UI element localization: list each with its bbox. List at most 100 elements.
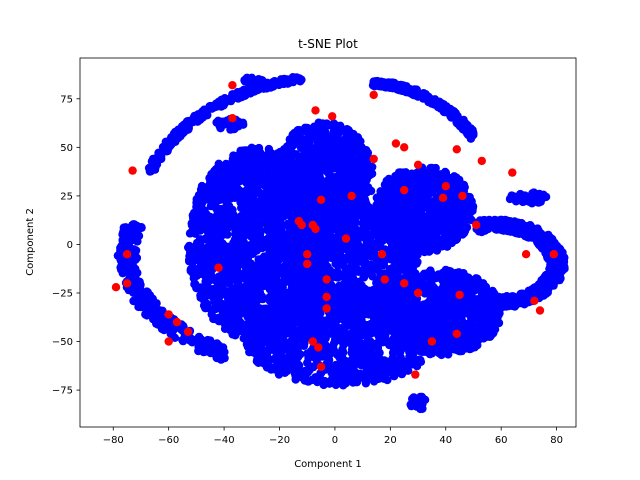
scatter-point-blue (202, 195, 211, 204)
scatter-point-blue (284, 164, 293, 173)
scatter-point-blue (344, 226, 353, 235)
scatter-point-blue (218, 223, 227, 232)
scatter-point-blue (296, 237, 306, 247)
scatter-point-blue (338, 193, 347, 202)
scatter-point-blue (190, 112, 199, 121)
scatter-point-blue (303, 134, 313, 143)
scatter-point-blue (337, 154, 346, 163)
scatter-point-blue (481, 219, 490, 228)
scatter-point-blue (254, 166, 263, 176)
scatter-point-blue (204, 258, 214, 267)
scatter-point-blue (354, 210, 363, 220)
scatter-point-blue (159, 325, 169, 335)
scatter-point-blue (178, 336, 188, 346)
scatter-point-blue (324, 154, 333, 163)
scatter-point-blue (203, 110, 212, 120)
scatter-point-blue (388, 83, 398, 93)
scatter-point-blue (233, 262, 242, 271)
scatter-point-blue (373, 76, 382, 86)
scatter-point-blue (263, 169, 272, 179)
scatter-point-blue (174, 133, 183, 143)
scatter-point-blue (244, 306, 253, 315)
scatter-point-blue (225, 309, 234, 318)
scatter-point-blue (348, 151, 357, 160)
scatter-point-blue (211, 299, 220, 308)
scatter-point-blue (141, 310, 150, 319)
scatter-point-blue (192, 271, 201, 280)
scatter-point-blue (297, 75, 306, 84)
scatter-point-blue (304, 276, 313, 285)
scatter-point-blue (275, 278, 284, 287)
scatter-point-blue (213, 286, 223, 295)
scatter-point-blue (236, 190, 246, 199)
scatter-point-blue (129, 220, 138, 229)
scatter-point-blue (355, 138, 364, 147)
scatter-point-blue (310, 270, 320, 279)
scatter-point-blue (200, 206, 209, 215)
scatter-point-blue (398, 264, 407, 273)
scatter-point-blue (333, 267, 342, 276)
scatter-point-blue (347, 132, 356, 142)
scatter-point-blue (552, 241, 562, 251)
scatter-point-blue (533, 232, 542, 241)
scatter-point-blue (366, 186, 376, 196)
scatter-point-blue (271, 270, 280, 279)
scatter-point-blue (242, 217, 251, 226)
scatter-point-blue (174, 125, 183, 134)
scatter-point-blue (189, 257, 198, 266)
scatter-point-blue (295, 246, 304, 255)
scatter-point-blue (261, 154, 271, 164)
scatter-point-blue (244, 285, 253, 294)
scatter-point-blue (256, 236, 266, 245)
scatter-point-blue (202, 279, 211, 288)
scatter-point-blue (329, 161, 338, 170)
scatter-point-blue (295, 195, 304, 204)
scatter-point-blue (219, 246, 228, 255)
scatter-point-blue (286, 248, 295, 257)
scatter-point-blue (357, 226, 366, 236)
scatter-point-blue (267, 287, 276, 296)
scatter-point-blue (131, 280, 140, 290)
scatter-point-blue (241, 146, 250, 155)
scatter-point-blue (387, 244, 396, 254)
scatter-point-blue (315, 259, 324, 268)
scatter-point-blue (137, 223, 146, 232)
scatter-point-blue (311, 161, 321, 170)
scatter-point-blue (301, 182, 310, 192)
scatter-point-blue (220, 353, 229, 363)
scatter-point-blue (228, 290, 237, 299)
scatter-point-blue (214, 100, 224, 110)
scatter-point-blue (271, 225, 281, 234)
scatter-point-blue (195, 248, 204, 257)
scatter-point-blue (239, 176, 248, 185)
scatter-point-blue (116, 256, 126, 265)
scatter-point-blue (154, 155, 163, 164)
scatter-point-blue (362, 146, 371, 155)
scatter-point-blue (295, 126, 304, 135)
scatter-point-blue (151, 299, 160, 308)
scatter-point-blue (307, 232, 317, 242)
scatter-point-blue (248, 226, 258, 236)
scatter-point-blue (187, 227, 196, 237)
scatter-point-blue (287, 239, 296, 249)
scatter-point-blue (237, 87, 247, 96)
scatter-point-blue (551, 268, 560, 278)
scatter-point-blue (218, 317, 227, 326)
scatter-point-blue (296, 143, 306, 153)
scatter-point-blue (390, 257, 399, 266)
scatter-point-blue (231, 217, 240, 226)
scatter-point-blue (185, 241, 194, 251)
scatter-point-blue (344, 160, 354, 170)
scatter-point-blue (269, 198, 279, 207)
scatter-point-blue (459, 118, 469, 127)
scatter-point-blue (226, 184, 235, 193)
scatter-point-blue (308, 174, 317, 183)
scatter-point-blue (361, 258, 371, 268)
scatter-point-blue (400, 256, 409, 265)
scatter-point-blue (214, 277, 223, 286)
scatter-point-blue (286, 224, 296, 233)
scatter-point-blue (349, 238, 358, 248)
scatter-point-blue (120, 264, 129, 273)
scatter-point-blue (467, 126, 476, 135)
scatter-point-blue (202, 247, 211, 256)
